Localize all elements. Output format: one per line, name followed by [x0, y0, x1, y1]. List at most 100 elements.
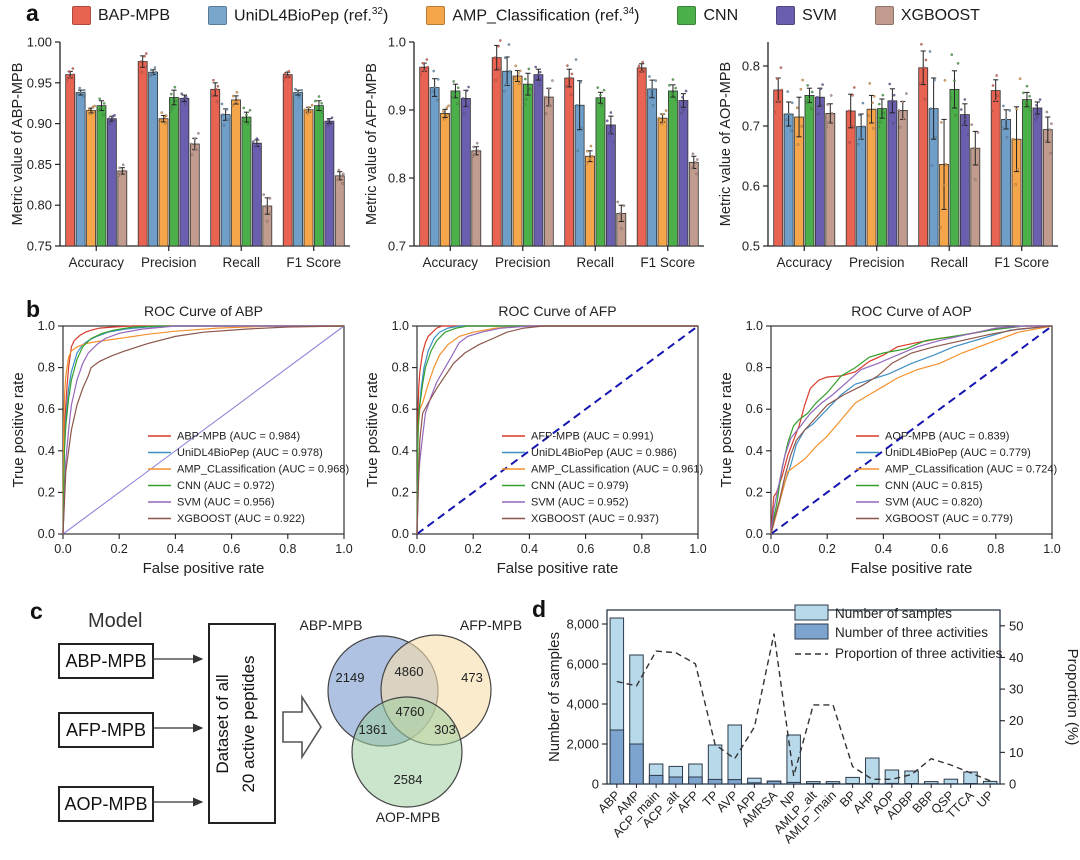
legend-item-label: AMP_Classification (ref.34) [452, 6, 640, 25]
svg-text:1.0: 1.0 [388, 35, 406, 50]
legend-item-label: XGBOOST [900, 6, 980, 24]
svg-text:4,000: 4,000 [566, 697, 599, 712]
svg-text:AOP-MPB (AUC = 0.839): AOP-MPB (AUC = 0.839) [885, 431, 1009, 443]
svg-text:CNN (AUC = 0.972): CNN (AUC = 0.972) [177, 480, 275, 492]
legend-swatch-icon [426, 6, 446, 26]
svg-text:0.0: 0.0 [54, 542, 71, 556]
dataset-box: Dataset of all 20 active peptides [208, 623, 276, 824]
svg-text:0.8: 0.8 [38, 361, 55, 375]
svg-text:1.0: 1.0 [746, 319, 763, 333]
svg-text:0.7: 0.7 [742, 119, 760, 134]
svg-text:0.2: 0.2 [465, 542, 482, 556]
svg-text:0.2: 0.2 [819, 542, 836, 556]
svg-text:AMP_CLassification (AUC = 0.96: AMP_CLassification (AUC = 0.961) [531, 464, 703, 476]
svg-text:0.2: 0.2 [38, 485, 55, 499]
svg-text:UniDL4BioPep (AUC = 0.978): UniDL4BioPep (AUC = 0.978) [177, 447, 323, 459]
venn-count-aop-only: 2584 [394, 772, 423, 787]
legend-swatch-icon [776, 6, 796, 26]
svg-text:True positive rate: True positive rate [718, 372, 735, 487]
legend-item-2: AMP_Classification (ref.34) [426, 6, 640, 26]
svg-text:CNN (AUC = 0.815): CNN (AUC = 0.815) [885, 480, 983, 492]
svg-text:40: 40 [1009, 650, 1023, 665]
svg-text:0: 0 [1009, 777, 1016, 792]
svg-text:ROC Curve of AOP: ROC Curve of AOP [851, 303, 972, 319]
svg-text:Metric value of ABP-MPB: Metric value of ABP-MPB [10, 63, 26, 226]
svg-text:F1 Score: F1 Score [994, 255, 1049, 270]
svg-text:AFP: AFP [674, 788, 701, 815]
svg-text:0.8: 0.8 [392, 361, 409, 375]
svg-text:0.0: 0.0 [762, 542, 779, 556]
svg-text:Recall: Recall [930, 255, 968, 270]
svg-text:XGBOOST (AUC = 0.937): XGBOOST (AUC = 0.937) [531, 513, 659, 525]
svg-text:True positive rate: True positive rate [364, 372, 381, 487]
venn-count-abp-only: 2149 [336, 670, 365, 685]
svg-text:ABP-MPB (AUC = 0.984): ABP-MPB (AUC = 0.984) [177, 431, 300, 443]
svg-text:0.0: 0.0 [746, 527, 763, 541]
svg-text:ROC Curve of AFP: ROC Curve of AFP [498, 303, 616, 319]
svg-text:0.7: 0.7 [388, 239, 406, 254]
legend-item-label: BAP-MPB [98, 6, 171, 24]
legend-item-1: UniDL4BioPep (ref.32) [208, 6, 389, 26]
panel-label-a: a [26, 0, 39, 26]
svg-text:0.6: 0.6 [742, 179, 760, 194]
svg-text:1.0: 1.0 [392, 319, 409, 333]
svg-text:Number of samples: Number of samples [835, 606, 952, 621]
roc-chart-afp: ROC Curve of AFP 0.0 0.2 0.4 0.6 0.8 1.0 0.0 0.2… [364, 303, 707, 577]
svg-text:0.9: 0.9 [388, 103, 406, 118]
flow-box-abp: ABP-MPB [58, 643, 154, 679]
svg-text:1.0: 1.0 [689, 542, 706, 556]
svg-text:False positive rate: False positive rate [143, 560, 265, 577]
svg-text:0.80: 0.80 [27, 198, 52, 213]
svg-text:0.6: 0.6 [746, 402, 763, 416]
svg-text:F1 Score: F1 Score [640, 255, 695, 270]
svg-text:0.0: 0.0 [408, 542, 425, 556]
svg-text:6,000: 6,000 [566, 657, 599, 672]
svg-text:UniDL4BioPep (AUC = 0.986): UniDL4BioPep (AUC = 0.986) [531, 447, 677, 459]
venn-circle-aop [351, 696, 463, 808]
svg-text:Precision: Precision [495, 255, 551, 270]
venn-count-abp-aop: 1361 [359, 722, 388, 737]
svg-text:0.8: 0.8 [746, 361, 763, 375]
svg-text:Proportion (%): Proportion (%) [1064, 649, 1080, 746]
svg-text:AMP_CLassification (AUC = 0.96: AMP_CLassification (AUC = 0.968) [177, 464, 349, 476]
svg-text:0.0: 0.0 [392, 527, 409, 541]
venn-diagram: ABP-MPB AFP-MPB AOP-MPB 2149 4860 473 47… [299, 617, 522, 825]
legend-item-4: SVM [776, 6, 837, 26]
svg-text:Proportion of three activities: Proportion of three activities [835, 646, 1003, 661]
panel-label-c: c [30, 598, 43, 624]
svg-text:UniDL4BioPep (AUC = 0.779): UniDL4BioPep (AUC = 0.779) [885, 447, 1031, 459]
svg-text:Accuracy: Accuracy [776, 255, 832, 270]
svg-text:0.90: 0.90 [27, 116, 52, 131]
svg-text:0.6: 0.6 [931, 542, 948, 556]
svg-text:XGBOOST (AUC = 0.779): XGBOOST (AUC = 0.779) [885, 513, 1013, 525]
svg-text:Metric value of AFP-MPB: Metric value of AFP-MPB [364, 63, 380, 225]
svg-text:0.2: 0.2 [392, 485, 409, 499]
svg-text:Precision: Precision [141, 255, 197, 270]
svg-text:Precision: Precision [849, 255, 905, 270]
svg-text:0.4: 0.4 [167, 542, 184, 556]
svg-text:UP: UP [974, 788, 996, 810]
svg-text:10: 10 [1009, 745, 1023, 760]
legend-swatch-icon [72, 6, 91, 26]
svg-text:0.75: 0.75 [27, 239, 52, 254]
svg-text:AFP-MPB (AUC = 0.991): AFP-MPB (AUC = 0.991) [531, 431, 654, 443]
svg-text:1.0: 1.0 [38, 319, 55, 333]
svg-text:SVM (AUC = 0.956): SVM (AUC = 0.956) [177, 497, 275, 509]
bar-chart-afp-metrics: 0.7 0.8 0.9 1.0 Metric value of AFP-MPB Accur… [364, 35, 704, 270]
panel-label-b: b [26, 296, 41, 322]
svg-text:50: 50 [1009, 618, 1023, 633]
svg-text:0.2: 0.2 [746, 485, 763, 499]
block-arrow-icon [282, 694, 322, 760]
svg-text:30: 30 [1009, 682, 1023, 697]
svg-text:Recall: Recall [222, 255, 260, 270]
legend-item-label: UniDL4BioPep (ref.32) [234, 6, 389, 25]
legend-item-3: CNN [677, 6, 738, 26]
svg-text:0.4: 0.4 [875, 542, 892, 556]
svg-text:Accuracy: Accuracy [68, 255, 124, 270]
svg-text:1.0: 1.0 [335, 542, 352, 556]
svg-text:1.0: 1.0 [1043, 542, 1060, 556]
svg-text:2,000: 2,000 [566, 737, 599, 752]
flow-title: Model [88, 610, 143, 632]
